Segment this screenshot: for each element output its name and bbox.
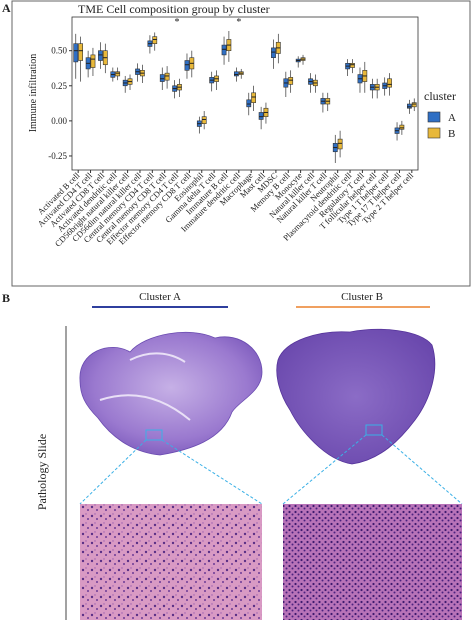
zoom-box-a (145, 429, 163, 441)
pathology-label: Pathology Slide (35, 434, 49, 510)
box (164, 72, 170, 81)
box (78, 43, 83, 61)
panel-label: B (2, 291, 10, 305)
zoom-line (282, 434, 367, 505)
legend-swatch (427, 111, 441, 123)
box (152, 36, 158, 44)
box (184, 60, 190, 71)
legend-title: cluster (424, 89, 456, 103)
panel-label: A (2, 1, 11, 15)
cluster-b-label: Cluster B (341, 291, 383, 303)
significance-mark: * (175, 17, 180, 28)
tissue-detail (99, 352, 191, 421)
chart-title: TME Cell composition group by cluster (78, 2, 270, 16)
zoom-line (381, 434, 463, 505)
box (73, 43, 79, 63)
y-tick-label: 0.50 (51, 46, 67, 56)
box (350, 63, 355, 68)
zoom-box-b (365, 424, 383, 436)
cluster-a-label: Cluster A (139, 291, 181, 303)
box (407, 103, 412, 109)
box (387, 78, 392, 88)
legend-label: A (448, 112, 456, 124)
y-axis-label: Immune infiltration (28, 54, 39, 133)
box (258, 112, 264, 120)
box (234, 71, 239, 77)
box (271, 47, 276, 59)
legend-swatch (427, 127, 441, 139)
box (399, 124, 405, 130)
significance-mark: * (236, 17, 241, 28)
box (251, 92, 256, 103)
plot-frame (71, 16, 419, 171)
box (221, 44, 227, 56)
box (98, 50, 103, 61)
zoom-image-a (80, 504, 262, 620)
panel-frame (11, 0, 471, 287)
y-tick-label: 0.25 (51, 81, 67, 91)
tissue-slide-a (79, 331, 263, 456)
zoom-image-b (283, 504, 462, 620)
box (411, 102, 417, 108)
y-tick-label: -0.25 (48, 151, 67, 161)
box (288, 77, 294, 85)
box (159, 74, 165, 82)
box (115, 71, 121, 77)
box (337, 138, 343, 150)
zoom-line (79, 439, 147, 505)
box (90, 54, 96, 68)
tissue-slide-b (276, 328, 436, 465)
zoom-line (161, 439, 263, 505)
box (201, 116, 207, 124)
y-tick-label: 0.00 (51, 116, 67, 126)
legend-label: B (448, 128, 455, 140)
box (246, 99, 252, 108)
